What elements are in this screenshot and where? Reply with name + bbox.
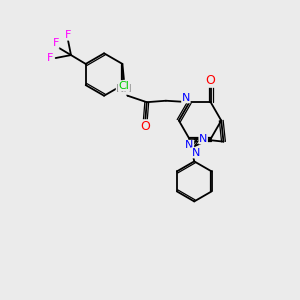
Text: N: N bbox=[182, 93, 190, 103]
Text: F: F bbox=[52, 38, 59, 48]
Text: NH: NH bbox=[116, 84, 133, 94]
Text: F: F bbox=[65, 30, 71, 40]
Text: N: N bbox=[191, 148, 200, 158]
Text: N: N bbox=[199, 134, 207, 144]
Text: F: F bbox=[47, 53, 54, 63]
Text: Cl: Cl bbox=[118, 81, 129, 91]
Text: N: N bbox=[185, 140, 194, 150]
Text: O: O bbox=[206, 74, 216, 87]
Text: O: O bbox=[140, 120, 150, 133]
